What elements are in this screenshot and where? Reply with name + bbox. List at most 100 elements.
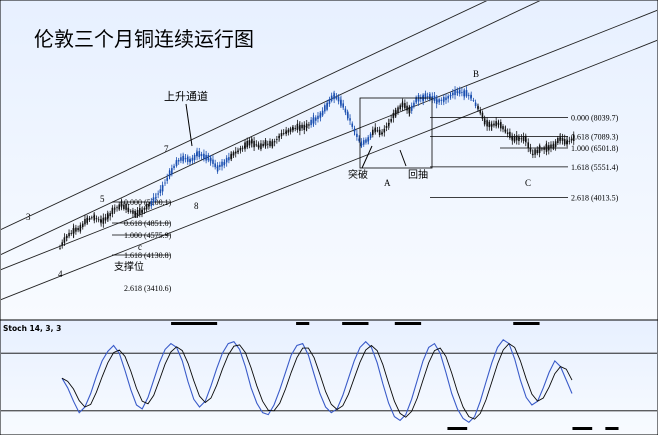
overbought-marker xyxy=(342,322,369,325)
price-candle-body xyxy=(138,208,141,215)
price-candle-body xyxy=(68,232,70,237)
price-candle-body xyxy=(164,182,166,184)
wave-label-A: A xyxy=(384,178,391,188)
price-candle-body xyxy=(506,132,509,135)
price-candle-body xyxy=(123,204,125,209)
price-candle-body xyxy=(326,103,329,107)
price-candle-body xyxy=(97,219,100,221)
price-candle-body xyxy=(145,204,148,210)
price-candle-body xyxy=(88,217,91,220)
price-candle-body xyxy=(114,208,116,210)
price-candle-body xyxy=(449,94,452,96)
price-candle-body xyxy=(509,131,511,138)
stochastic-markers xyxy=(171,322,619,430)
fib-lower-label: 0.618 (4851.0) xyxy=(124,219,172,228)
price-candle-body xyxy=(490,124,493,127)
price-candle-body xyxy=(241,147,244,149)
price-candle-body xyxy=(342,103,344,108)
price-candle-body xyxy=(383,128,386,133)
channel-label: 上升通道 xyxy=(164,89,208,103)
pullback-arrow xyxy=(399,149,407,167)
price-candle-body xyxy=(116,207,118,209)
price-candle-body xyxy=(563,139,566,145)
fib-level-label: 1.618 (5551.4) xyxy=(571,163,619,172)
price-candle-body xyxy=(120,204,123,207)
price-candle-body xyxy=(152,197,155,203)
price-candle-body xyxy=(280,133,283,137)
price-candle-body xyxy=(150,201,153,207)
price-candle-body xyxy=(413,102,415,107)
price-candle-body xyxy=(305,123,308,129)
price-candle-body xyxy=(282,133,285,134)
price-candle-body xyxy=(159,189,162,194)
price-candle-body xyxy=(173,165,175,169)
price-candle-body xyxy=(534,149,536,155)
price-candle-body xyxy=(568,140,571,142)
price-candle-body xyxy=(95,218,98,220)
wave-label-8: 8 xyxy=(194,201,199,211)
price-candle-body xyxy=(186,156,189,162)
price-candle-body xyxy=(285,130,287,135)
price-candle-body xyxy=(454,89,456,96)
price-candle-body xyxy=(134,213,137,216)
price-candle-body xyxy=(276,139,278,140)
price-candle-body xyxy=(408,108,411,114)
price-candle-body xyxy=(324,105,326,112)
price-candle-body xyxy=(262,143,264,147)
price-candle-body xyxy=(495,121,497,127)
price-candle-body xyxy=(353,130,356,132)
price-candle-body xyxy=(552,144,555,149)
price-candle-body xyxy=(301,124,303,129)
price-candle-body xyxy=(378,129,381,136)
price-candle-body xyxy=(479,110,482,114)
price-candle-body xyxy=(527,142,530,148)
price-candle-body xyxy=(433,95,436,101)
price-candle-body xyxy=(232,152,235,156)
fibonacci-upper-levels: 0.000 (8039.7) 0.618 (7089.3) 1.000 (6501.… xyxy=(430,113,619,202)
price-candle-body xyxy=(61,242,63,246)
wave-label-c: c xyxy=(138,242,142,252)
price-candle-body xyxy=(395,110,397,115)
overbought-marker xyxy=(513,322,540,325)
price-candle-body xyxy=(335,96,338,99)
price-candle-body xyxy=(525,139,527,141)
fib-lower-label: 2.618 (3410.6) xyxy=(124,284,172,293)
price-candle-body xyxy=(445,97,447,101)
stochastic-k-line xyxy=(61,339,573,424)
price-candle-body xyxy=(463,90,466,97)
price-candle-body xyxy=(529,147,532,152)
price-candle-body xyxy=(486,120,488,127)
fib-lower-label: 0.000 (5200.1) xyxy=(124,198,172,207)
stochastic-title: Stoch 14, 3, 3 xyxy=(3,324,61,333)
price-candle-body xyxy=(376,130,379,132)
price-candle-body xyxy=(493,123,495,126)
price-candle-body xyxy=(554,141,557,147)
price-candle-body xyxy=(91,217,93,219)
price-candle-body xyxy=(467,94,470,96)
price-candle-body xyxy=(223,162,226,164)
price-candle-body xyxy=(191,157,194,161)
price-candle-body xyxy=(84,218,86,225)
wave-label-C: C xyxy=(525,178,531,188)
price-candle-body xyxy=(369,133,372,138)
price-candle-body xyxy=(314,117,317,121)
price-candle-body xyxy=(155,197,157,199)
price-candle-body xyxy=(292,127,294,131)
price-candle-body xyxy=(513,136,516,142)
price-candle-body xyxy=(520,138,523,140)
price-candle-body xyxy=(532,154,534,155)
price-candle-body xyxy=(399,105,402,110)
price-candle-body xyxy=(296,123,299,130)
price-candle-body xyxy=(162,186,164,188)
support-label: 支撑位 xyxy=(114,260,144,273)
price-candle-body xyxy=(410,105,413,111)
price-candle-body xyxy=(175,160,178,167)
price-candle-body xyxy=(66,235,68,238)
price-candle-body xyxy=(497,123,500,125)
wave-label-5: 5 xyxy=(100,194,105,204)
breakout-box xyxy=(359,97,433,169)
price-candle-body xyxy=(360,144,363,145)
price-candle-body xyxy=(221,161,223,167)
price-candle-body xyxy=(392,112,395,119)
